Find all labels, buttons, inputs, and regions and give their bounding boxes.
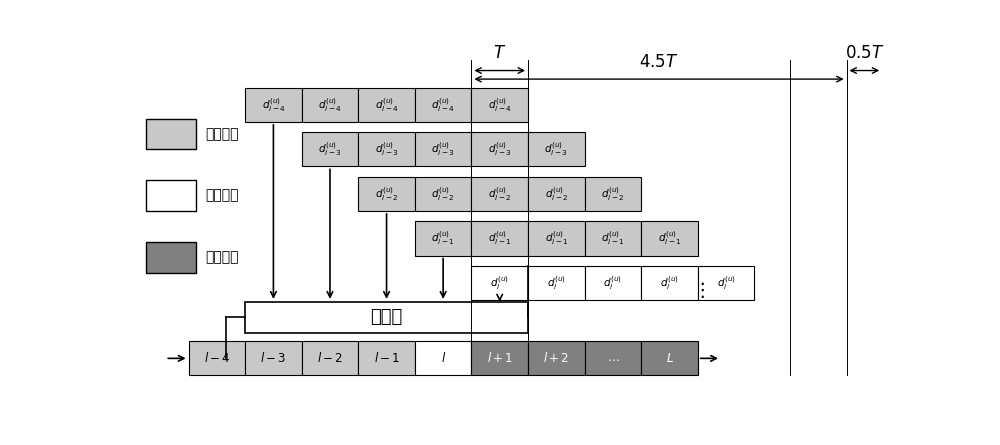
Bar xyxy=(146,242,196,273)
Text: $d_{l}^{(u)}$: $d_{l}^{(u)}$ xyxy=(547,274,566,292)
Text: $d_{l}^{(u)}$: $d_{l}^{(u)}$ xyxy=(717,274,736,292)
Text: $l+1$: $l+1$ xyxy=(487,352,513,365)
Bar xyxy=(528,221,585,255)
Text: $d_{l-4}^{(u)}$: $d_{l-4}^{(u)}$ xyxy=(318,96,342,114)
Bar xyxy=(585,266,641,300)
Text: $d_{l-1}^{(u)}$: $d_{l-1}^{(u)}$ xyxy=(545,230,568,247)
Text: $d_{l-2}^{(u)}$: $d_{l-2}^{(u)}$ xyxy=(431,185,455,203)
Bar xyxy=(358,177,415,211)
Bar xyxy=(146,180,196,211)
Text: $l$: $l$ xyxy=(441,352,446,365)
Text: $d_{l-4}^{(u)}$: $d_{l-4}^{(u)}$ xyxy=(431,96,455,114)
Bar xyxy=(302,88,358,122)
Text: $\cdots$: $\cdots$ xyxy=(607,352,619,365)
Bar xyxy=(471,341,528,376)
Bar xyxy=(245,341,302,376)
Bar xyxy=(585,221,641,255)
Text: $d_{l-2}^{(u)}$: $d_{l-2}^{(u)}$ xyxy=(375,185,398,203)
Bar xyxy=(189,341,245,376)
Bar xyxy=(415,177,471,211)
Text: 未来信号: 未来信号 xyxy=(206,250,239,264)
Text: $d_{l-3}^{(u)}$: $d_{l-3}^{(u)}$ xyxy=(488,140,512,158)
Bar xyxy=(641,266,698,300)
Bar xyxy=(415,341,471,376)
Text: 当前信号: 当前信号 xyxy=(206,189,239,202)
Text: $d_{l}^{(u)}$: $d_{l}^{(u)}$ xyxy=(660,274,679,292)
Bar xyxy=(585,177,641,211)
Bar xyxy=(698,266,754,300)
Bar xyxy=(471,266,528,300)
Bar xyxy=(245,302,528,333)
Text: $0.5T$: $0.5T$ xyxy=(845,44,884,62)
Bar xyxy=(358,132,415,166)
Text: $d_{l-1}^{(u)}$: $d_{l-1}^{(u)}$ xyxy=(431,230,455,247)
Bar xyxy=(302,132,358,166)
Text: $d_{l-3}^{(u)}$: $d_{l-3}^{(u)}$ xyxy=(318,140,342,158)
Text: $d_{l-3}^{(u)}$: $d_{l-3}^{(u)}$ xyxy=(375,140,398,158)
Text: $d_{l-2}^{(u)}$: $d_{l-2}^{(u)}$ xyxy=(488,185,511,203)
Text: $\vdots$: $\vdots$ xyxy=(692,280,705,300)
Text: $T$: $T$ xyxy=(493,44,506,62)
Bar xyxy=(471,132,528,166)
Text: 先前信号: 先前信号 xyxy=(206,127,239,141)
Text: $d_{l-3}^{(u)}$: $d_{l-3}^{(u)}$ xyxy=(544,140,568,158)
Text: $l-2$: $l-2$ xyxy=(317,352,343,365)
Bar xyxy=(358,88,415,122)
Bar xyxy=(641,221,698,255)
Text: $d_{l}^{(u)}$: $d_{l}^{(u)}$ xyxy=(490,274,509,292)
Text: $d_{l-4}^{(u)}$: $d_{l-4}^{(u)}$ xyxy=(262,96,285,114)
Bar xyxy=(528,132,585,166)
Bar xyxy=(528,341,585,376)
Bar xyxy=(528,177,585,211)
Bar xyxy=(585,341,641,376)
Text: $L$: $L$ xyxy=(666,352,673,365)
Bar xyxy=(245,88,302,122)
Text: $d_{l-4}^{(u)}$: $d_{l-4}^{(u)}$ xyxy=(375,96,398,114)
Text: $d_{l-4}^{(u)}$: $d_{l-4}^{(u)}$ xyxy=(488,96,512,114)
Text: $d_{l-1}^{(u)}$: $d_{l-1}^{(u)}$ xyxy=(658,230,681,247)
Text: $l-1$: $l-1$ xyxy=(374,352,400,365)
Bar xyxy=(471,177,528,211)
Text: $d_{l-2}^{(u)}$: $d_{l-2}^{(u)}$ xyxy=(601,185,625,203)
Bar xyxy=(415,132,471,166)
Bar xyxy=(528,266,585,300)
Text: $l-4$: $l-4$ xyxy=(204,352,230,365)
Text: $l+2$: $l+2$ xyxy=(543,352,569,365)
Bar xyxy=(471,221,528,255)
Bar xyxy=(358,341,415,376)
Text: 疏加器: 疏加器 xyxy=(370,308,403,326)
Text: $d_{l}^{(u)}$: $d_{l}^{(u)}$ xyxy=(603,274,622,292)
Text: $d_{l-2}^{(u)}$: $d_{l-2}^{(u)}$ xyxy=(545,185,568,203)
Bar xyxy=(302,341,358,376)
Bar xyxy=(415,88,471,122)
Bar xyxy=(641,341,698,376)
Text: $l-3$: $l-3$ xyxy=(260,352,286,365)
Text: $d_{l-3}^{(u)}$: $d_{l-3}^{(u)}$ xyxy=(431,140,455,158)
Bar xyxy=(146,118,196,150)
Text: $d_{l-1}^{(u)}$: $d_{l-1}^{(u)}$ xyxy=(488,230,511,247)
Bar xyxy=(415,221,471,255)
Text: $d_{l-1}^{(u)}$: $d_{l-1}^{(u)}$ xyxy=(601,230,625,247)
Bar xyxy=(471,88,528,122)
Text: $4.5T$: $4.5T$ xyxy=(639,53,679,70)
